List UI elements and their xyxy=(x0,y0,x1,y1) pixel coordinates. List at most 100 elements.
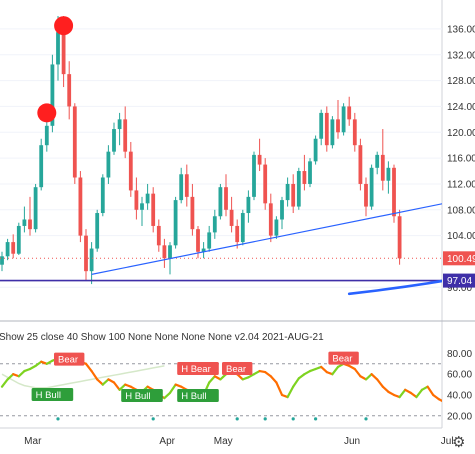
oscillator-segment xyxy=(353,367,362,378)
candle-body xyxy=(173,200,178,246)
oscillator-segment xyxy=(297,373,306,380)
candle-body xyxy=(358,145,363,184)
candle-body xyxy=(212,216,217,233)
indicator-title[interactable]: Show 25 close 40 Show 100 None None None… xyxy=(0,332,324,343)
oscillator-segment xyxy=(426,385,435,397)
candle-body xyxy=(224,187,228,210)
oscillator-segment xyxy=(236,373,244,381)
oscillator-segment xyxy=(264,371,272,378)
oscillator-segment xyxy=(370,373,379,381)
candle-body xyxy=(56,32,60,65)
bull-signal-label: H Bull xyxy=(181,391,206,402)
indicator-tick-label: 40.00 xyxy=(447,390,472,401)
oscillator-segment xyxy=(364,373,373,381)
candle-body xyxy=(252,154,256,197)
oscillator-segment xyxy=(90,369,99,381)
trendline xyxy=(91,203,442,275)
support-price-badge xyxy=(443,273,475,288)
candle-body xyxy=(28,219,32,230)
candlesticks xyxy=(0,16,402,285)
candle-body xyxy=(336,119,340,133)
candle-body xyxy=(302,171,307,184)
oscillator-segment xyxy=(219,373,228,381)
price-tick-label: 116.00 xyxy=(447,154,475,165)
oscillator-segment xyxy=(0,378,9,388)
candle-body xyxy=(162,245,167,259)
candle-body xyxy=(156,225,161,246)
candle-body xyxy=(263,164,268,204)
price-tick-label: 96.00 xyxy=(447,283,472,294)
candle-body xyxy=(151,193,156,226)
candle-body xyxy=(78,177,83,236)
oscillator-segment xyxy=(432,393,440,401)
candle-body xyxy=(11,242,16,254)
candle-body xyxy=(140,203,144,210)
candle-body xyxy=(22,219,27,226)
oscillator-segment xyxy=(409,391,418,399)
month-label: Mar xyxy=(24,436,42,447)
indicator-axis[interactable]: 80.00 60.00 40.00 20.00 xyxy=(447,349,472,422)
oscillator-segment xyxy=(376,378,384,388)
bear-signal-label: Bear xyxy=(226,364,246,375)
price-tick-label: 104.00 xyxy=(447,231,475,242)
candle-body xyxy=(201,248,206,252)
candle-body xyxy=(168,245,172,259)
candle-body xyxy=(347,106,352,120)
oscillator-segment xyxy=(415,388,424,399)
signal-dot xyxy=(56,417,60,421)
moving-average-line xyxy=(347,279,442,296)
oscillator-segment xyxy=(292,377,300,388)
gear-icon[interactable]: ⚙ xyxy=(452,434,465,451)
oscillator-segment xyxy=(381,385,390,393)
candle-body xyxy=(5,242,10,257)
bull-signal-label: H Bull xyxy=(36,390,61,401)
bear-signal-label: Bear xyxy=(58,355,78,366)
price-overlays xyxy=(0,16,442,296)
candle-body xyxy=(386,167,391,181)
indicator-tick-label: 80.00 xyxy=(447,349,472,360)
oscillator-segment xyxy=(437,398,442,403)
candle-body xyxy=(61,32,66,75)
oscillator-segment xyxy=(286,385,295,399)
oscillator-segment xyxy=(112,381,121,391)
candle-body xyxy=(291,183,296,207)
candle-body xyxy=(39,145,44,188)
indicator-tick-label: 20.00 xyxy=(447,411,472,422)
candle-body xyxy=(134,190,139,210)
candle-body xyxy=(380,154,385,181)
candle-body xyxy=(123,119,128,152)
candle-body xyxy=(106,151,111,178)
bull-signal-badge xyxy=(177,389,219,403)
candle-body xyxy=(280,200,284,220)
oscillator-segment xyxy=(269,375,278,384)
time-axis[interactable]: Mar Apr May Jun Jul xyxy=(24,436,453,447)
bear-signal-badge xyxy=(328,351,359,365)
candle-body xyxy=(364,183,368,207)
candle-body xyxy=(145,193,150,204)
candle-body xyxy=(218,187,223,217)
month-label: May xyxy=(214,436,233,447)
signal-marker xyxy=(37,103,57,123)
indicator-pane: Bear H Bull H Bull H Bear Bear H Bull Bear xyxy=(0,351,442,421)
support-price-label: 97.04 xyxy=(447,276,472,287)
candle-body xyxy=(319,112,324,139)
oscillator-segment xyxy=(208,375,216,384)
price-grid xyxy=(0,28,442,288)
signal-dot xyxy=(151,417,155,421)
bear-signal-label: Bear xyxy=(332,354,352,365)
oscillator-segment xyxy=(163,391,172,400)
oscillator-segment xyxy=(320,365,328,374)
candle-body xyxy=(341,106,346,133)
candle-body xyxy=(196,229,200,252)
indicator-tick-label: 60.00 xyxy=(447,370,472,381)
oscillator-segment xyxy=(101,378,110,386)
candle-body xyxy=(72,106,77,178)
candle-body xyxy=(16,225,21,254)
bull-signal-badge xyxy=(121,389,163,403)
candle-body xyxy=(84,235,88,272)
price-axis[interactable]: 136.00 132.00 128.00 124.00 120.00 116.00 112.… xyxy=(443,24,475,294)
price-tick-label: 124.00 xyxy=(447,102,475,113)
candle-body xyxy=(257,154,262,165)
signal-dot xyxy=(364,417,368,421)
